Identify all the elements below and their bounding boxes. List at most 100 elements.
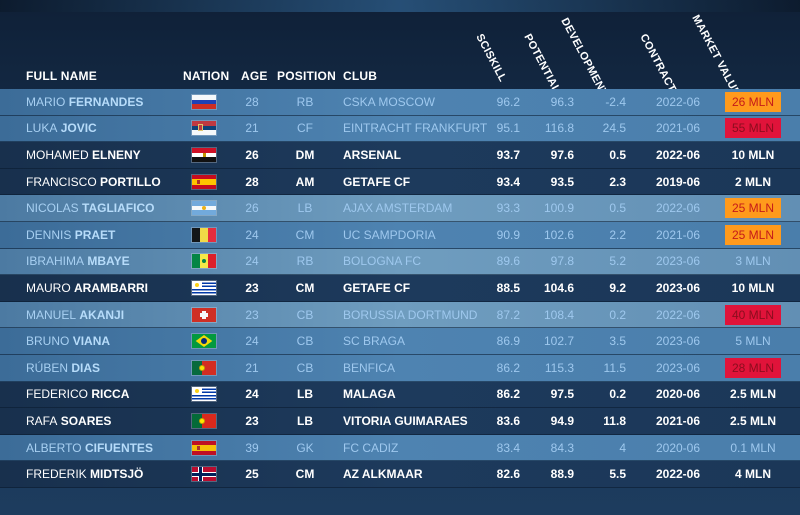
- player-last-name: RICCA: [91, 387, 130, 402]
- nation-cell: [192, 249, 216, 275]
- table-row[interactable]: LUKA JOVIC 21 CF EINTRACHT FRANKFURT 95.1 116…: [0, 115, 800, 143]
- portugal-flag-icon: [192, 360, 216, 375]
- table-row[interactable]: IBRAHIMA MBAYE 24 RB BOLOGNA FC 89.6 97.8 5.2 2…: [0, 248, 800, 276]
- club-cell: BENFICA: [343, 360, 396, 375]
- table-row[interactable]: MARIO FERNANDES 28 RB CSKA MOSCOW 96.2 96.3 -2…: [0, 89, 800, 116]
- header-club[interactable]: CLUB: [343, 69, 378, 83]
- potential-cell: 93.5: [550, 174, 574, 189]
- market-value-cell: 28 MLN: [725, 355, 781, 381]
- market-value-badge: 40 MLN: [725, 304, 781, 325]
- table-row[interactable]: MAURO ARAMBARRI 23 CM GETAFE CF 88.5 104.6 9.2…: [0, 275, 800, 302]
- uruguay-flag-icon: [192, 280, 216, 295]
- development-cell: 5.5: [609, 467, 626, 482]
- table-row[interactable]: RAFA SOARES 23 LB VITORIA GUIMARAES 83.6 94.9…: [0, 408, 800, 435]
- player-first-name: NICOLAS: [26, 201, 79, 216]
- market-value-cell: 26 MLN: [725, 89, 781, 115]
- club-cell: ARSENAL: [343, 147, 402, 162]
- market-value-badge: 5 MLN: [735, 334, 771, 349]
- market-value-badge: 10 MLN: [731, 147, 775, 162]
- table-row[interactable]: BRUNO VIANA 24 CB SC BRAGA 86.9 102.7 3.5 2023-…: [0, 328, 800, 355]
- header-position[interactable]: POSITION: [277, 69, 336, 83]
- potential-cell: 96.3: [550, 94, 574, 109]
- table-row[interactable]: DENNIS PRAET 24 CM UC SAMPDORIA 90.9 102.6 2.2…: [0, 221, 800, 249]
- player-name: MARIO FERNANDES: [26, 89, 143, 115]
- player-first-name: ALBERTO: [26, 440, 82, 455]
- table-row[interactable]: ALBERTO CIFUENTES 39 GK FC CADIZ 83.4 84.3 4 20…: [0, 434, 800, 462]
- portugal-flag-icon: [192, 413, 216, 428]
- market-value-badge: 2 MLN: [735, 174, 771, 189]
- table-row[interactable]: FEDERICO RICCA 24 LB MALAGA 86.2 97.5 0.2 2020-…: [0, 381, 800, 409]
- development-cell: 0.2: [609, 307, 626, 322]
- spain-flag-icon: [192, 440, 216, 455]
- sciskill-cell: 83.6: [496, 413, 520, 428]
- sciskill-cell: 86.2: [496, 360, 520, 375]
- header-nation[interactable]: NATION: [183, 69, 230, 83]
- nation-cell: [192, 435, 216, 461]
- header-sciskill[interactable]: SCISKILL: [473, 32, 509, 85]
- position-cell: RB: [296, 254, 314, 269]
- market-value-badge: 28 MLN: [725, 357, 781, 378]
- development-cell: 11.5: [603, 360, 626, 375]
- age-cell: 24: [245, 254, 259, 269]
- serbia-flag-icon: [192, 121, 216, 136]
- header-potential[interactable]: POTENTIAL: [521, 32, 563, 96]
- position-cell: LB: [297, 201, 313, 216]
- contract-cell: 2019-06: [655, 174, 701, 189]
- nation-cell: [192, 142, 216, 168]
- contract-cell: 2023-06: [655, 280, 701, 295]
- sciskill-cell: 89.6: [496, 254, 520, 269]
- player-first-name: RAFA: [26, 413, 58, 428]
- sciskill-cell: 93.4: [496, 174, 520, 189]
- player-name: RAFA SOARES: [26, 408, 111, 434]
- header-full-name[interactable]: FULL NAME: [26, 69, 97, 83]
- potential-cell: 100.9: [543, 201, 574, 216]
- potential-cell: 88.9: [550, 467, 574, 482]
- table-row[interactable]: RÚBEN DIAS 21 CB BENFICA 86.2 115.3 11.5 2023-0…: [0, 354, 800, 382]
- player-name: FEDERICO RICCA: [26, 382, 129, 408]
- table-row[interactable]: FREDERIK MIDTSJÖ 25 CM AZ ALKMAAR 82.6 88.9 5.…: [0, 461, 800, 488]
- development-cell: 4: [619, 440, 626, 455]
- contract-cell: 2022-06: [655, 94, 701, 109]
- player-name: FRANCISCO PORTILLO: [26, 169, 161, 195]
- age-cell: 23: [245, 413, 259, 428]
- potential-cell: 84.3: [550, 440, 574, 455]
- header-age[interactable]: AGE: [241, 69, 268, 83]
- table-row[interactable]: NICOLAS TAGLIAFICO 26 LB AJAX AMSTERDAM 93.3…: [0, 195, 800, 222]
- sciskill-cell: 82.6: [496, 467, 520, 482]
- switzerland-flag-icon: [192, 307, 216, 322]
- table-row[interactable]: MANUEL AKANJI 23 CB BORUSSIA DORTMUND 87.2 10…: [0, 301, 800, 329]
- position-cell: LB: [297, 387, 313, 402]
- header-market-value[interactable]: MARKET VALUE: [689, 13, 743, 99]
- table-row[interactable]: FRANCISCO PORTILLO 28 AM GETAFE CF 93.4 93.5 2…: [0, 168, 800, 196]
- position-cell: AM: [295, 174, 315, 189]
- position-cell: CF: [297, 121, 313, 136]
- position-cell: DM: [295, 147, 315, 162]
- age-cell: 26: [245, 201, 259, 216]
- position-cell: CM: [295, 467, 315, 482]
- market-value-badge: 55 MLN: [725, 118, 781, 139]
- contract-cell: 2021-06: [655, 413, 701, 428]
- contract-cell: 2023-06: [655, 334, 701, 349]
- market-value-badge: 26 MLN: [725, 91, 781, 112]
- market-value-cell: 2 MLN: [725, 169, 781, 195]
- header-development[interactable]: DEVELOPMENT: [558, 16, 610, 99]
- player-table: MARIO FERNANDES 28 RB CSKA MOSCOW 96.2 96.3 -2…: [0, 89, 800, 488]
- table-row[interactable]: MOHAMED ELNENY 26 DM ARSENAL 93.7 97.6 0.5 2022…: [0, 142, 800, 169]
- nation-cell: [192, 222, 216, 248]
- player-last-name: PRAET: [74, 227, 116, 242]
- potential-cell: 94.9: [550, 413, 574, 428]
- sciskill-cell: 93.3: [496, 201, 520, 216]
- contract-cell: 2022-06: [655, 467, 701, 482]
- nation-cell: [192, 382, 216, 408]
- player-name: NICOLAS TAGLIAFICO: [26, 195, 154, 221]
- market-value-badge: 10 MLN: [731, 280, 775, 295]
- market-value-cell: 4 MLN: [725, 461, 781, 487]
- sciskill-cell: 90.9: [496, 227, 520, 242]
- market-value-cell: 0.1 MLN: [725, 435, 781, 461]
- player-name: LUKA JOVIC: [26, 116, 97, 142]
- table-header: FULL NAME NATION AGE POSITION CLUB SCISK…: [0, 0, 800, 98]
- age-cell: 39: [245, 440, 259, 455]
- header-contract[interactable]: CONTRACT: [637, 32, 679, 95]
- market-value-badge: 4 MLN: [735, 467, 771, 482]
- contract-cell: 2021-06: [655, 121, 701, 136]
